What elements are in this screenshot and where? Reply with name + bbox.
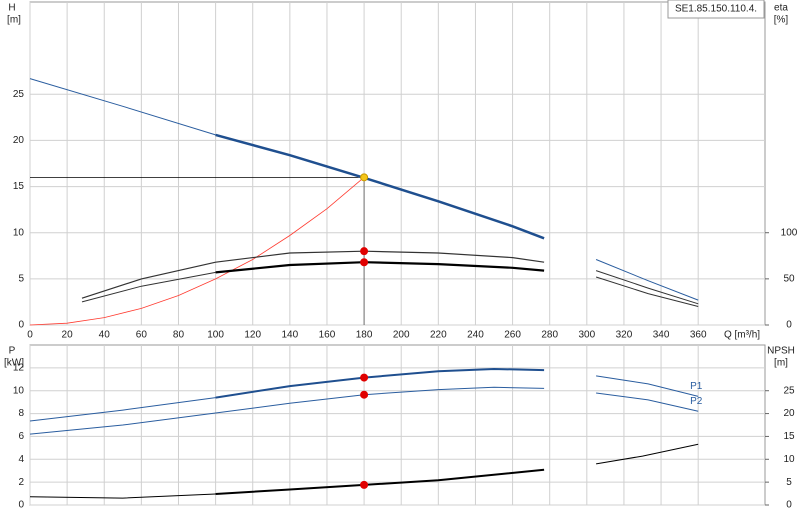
x-tick-label: 80: [173, 330, 185, 341]
y-tick-label: 2: [18, 477, 24, 488]
x-tick-label: 160: [319, 330, 336, 341]
y-tick-label: 0: [18, 500, 24, 511]
curve: [81, 271, 216, 303]
plot-area: [29, 1, 766, 326]
y-axis-label: H: [8, 3, 15, 14]
x-tick-label: 240: [467, 330, 484, 341]
x-tick-label: 220: [430, 330, 447, 341]
curve: [595, 270, 699, 305]
y-tick-label: 10: [13, 385, 25, 396]
model-box: [667, 0, 765, 19]
curve: [29, 397, 216, 422]
y2-tick-label: 20: [783, 408, 795, 419]
x-tick-label: 280: [541, 330, 558, 341]
x-tick-label: 300: [578, 330, 595, 341]
curve: [215, 261, 545, 274]
duty-point: [360, 480, 369, 489]
y-tick-label: 4: [18, 454, 24, 465]
y-tick-label: 20: [13, 135, 25, 146]
plot-area: [29, 344, 766, 506]
y-tick-label: 8: [18, 408, 24, 419]
y2-tick-label: 100: [781, 227, 798, 238]
x-tick-label: 180: [356, 330, 373, 341]
y2-tick-label: 5: [786, 477, 792, 488]
y-tick-label: 0: [18, 320, 24, 331]
x-tick-label: 140: [282, 330, 299, 341]
curve: [29, 493, 216, 499]
x-tick-label: 60: [136, 330, 148, 341]
x-tick-label: 360: [690, 330, 707, 341]
y-axis-unit: [kW]: [4, 358, 24, 369]
y2-tick-label: 50: [783, 273, 795, 284]
curve: [596, 443, 699, 465]
curve: [215, 133, 545, 240]
x-tick-label: 260: [504, 330, 521, 341]
x-tick-label: 40: [99, 330, 111, 341]
y2-axis-label: eta: [774, 3, 788, 14]
curve: [596, 375, 699, 397]
y-axis-unit: [m]: [7, 15, 21, 26]
y2-axis-unit: [m]: [774, 358, 788, 369]
y2-tick-label: 0: [786, 320, 792, 331]
duty-point: [360, 390, 369, 399]
y-tick-label: 6: [18, 431, 24, 442]
y-tick-label: 25: [13, 89, 25, 100]
duty-point: [360, 247, 369, 256]
y-tick-label: 10: [13, 227, 25, 238]
curve: [29, 78, 216, 136]
x-tick-label: 320: [616, 330, 633, 341]
y2-tick-label: 15: [783, 431, 795, 442]
duty-point: [360, 173, 369, 182]
duty-point: [360, 373, 369, 382]
curve: [215, 367, 545, 399]
x-tick-label: 200: [393, 330, 410, 341]
y2-tick-label: 0: [786, 500, 792, 511]
y2-tick-label: 25: [783, 385, 795, 396]
y2-tick-label: 10: [783, 454, 795, 465]
x-axis-label: Q [m³/h]: [724, 330, 760, 341]
curve: [595, 259, 699, 301]
y2-axis-label: NPSH: [767, 346, 795, 357]
y-tick-label: 5: [18, 273, 24, 284]
curve-label: P2: [690, 396, 703, 407]
y-tick-label: 12: [13, 362, 25, 373]
y2-axis-unit: [%]: [774, 15, 789, 26]
x-tick-label: 120: [244, 330, 261, 341]
curve: [596, 392, 699, 412]
curve: [81, 250, 545, 299]
x-tick-label: 340: [653, 330, 670, 341]
model-label: SE1.85.150.110.4.: [675, 4, 757, 15]
curve: [595, 276, 699, 307]
x-tick-label: 100: [207, 330, 224, 341]
curve: [29, 176, 365, 326]
duty-point: [360, 258, 369, 267]
y-axis-label: P: [9, 346, 16, 357]
curve-label: P1: [690, 381, 703, 392]
x-tick-label: 0: [27, 330, 33, 341]
curve: [29, 386, 545, 435]
y-tick-label: 15: [13, 181, 25, 192]
x-tick-label: 20: [62, 330, 74, 341]
